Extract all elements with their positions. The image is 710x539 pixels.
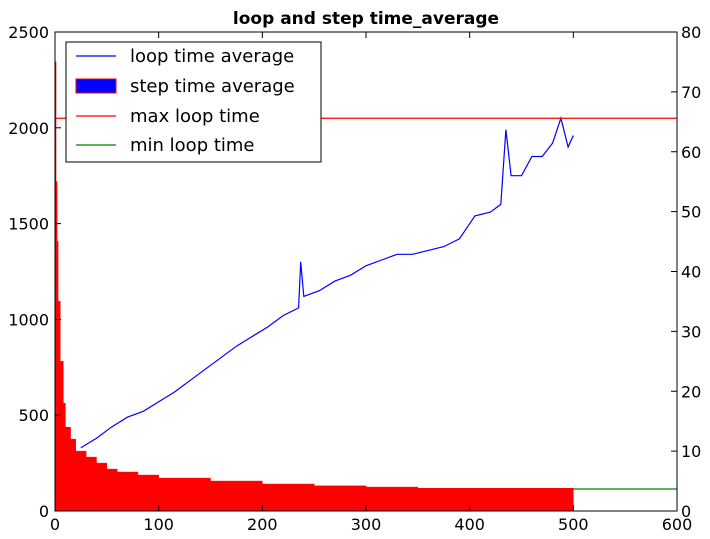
chart-title: loop and step time_average — [233, 9, 499, 29]
bar-step-time-average — [365, 486, 419, 512]
bar-step-time-average — [63, 402, 66, 512]
x-tick-label: 100 — [143, 515, 174, 534]
bar-step-time-average — [116, 471, 139, 512]
legend-label-max-loop-time: max loop time — [130, 106, 260, 127]
legend: loop time average step time average max … — [65, 41, 322, 163]
bar-step-time-average — [210, 480, 263, 512]
bar-step-time-average — [106, 468, 118, 512]
bar-step-time-average — [75, 450, 87, 512]
axes: 0 100 200 300 400 500 600050010001500200025000… — [8, 23, 701, 534]
bar-step-time-average — [96, 462, 108, 512]
series-loop-time-average — [80, 116, 574, 449]
x-tick-label: 200 — [247, 515, 278, 534]
bar-step-time-average — [469, 487, 522, 512]
bar-step-time-average — [59, 361, 64, 512]
y-left-tick-label: 500 — [18, 406, 49, 425]
y-right-tick-label: 50 — [681, 203, 701, 222]
y-right-tick-label: 60 — [681, 143, 701, 162]
x-tick-label: 500 — [558, 515, 589, 534]
y-left-tick-label: 1000 — [8, 310, 49, 329]
x-tick-label: 300 — [351, 515, 382, 534]
y-left-tick-label: 2500 — [8, 23, 49, 42]
y-right-tick-label: 30 — [681, 322, 701, 341]
x-tick-label: 0 — [50, 515, 60, 534]
bar-step-time-average — [137, 474, 159, 512]
y-left-tick-label: 1500 — [8, 215, 49, 234]
bar-step-time-average — [313, 485, 367, 512]
bar-step-time-average — [57, 301, 61, 512]
x-tick-label: 400 — [454, 515, 485, 534]
bar-step-time-average — [85, 456, 97, 512]
bar-step-time-average — [70, 438, 76, 512]
legend-label-loop-time-average: loop time average — [130, 46, 294, 67]
bar-step-time-average — [158, 477, 211, 512]
bar-step-time-average — [521, 487, 574, 512]
bar-step-time-average — [262, 483, 315, 512]
y-left-tick-label: 2000 — [8, 119, 49, 138]
y-right-tick-label: 20 — [681, 382, 701, 401]
y-right-tick-label: 40 — [681, 263, 701, 282]
bar-step-time-average — [65, 426, 71, 512]
x-tick-label: 600 — [662, 515, 693, 534]
legend-label-min-loop-time: min loop time — [130, 135, 255, 156]
y-right-tick-label: 80 — [681, 23, 701, 42]
y-right-tick-label: 70 — [681, 83, 701, 102]
legend-swatch-step-time-average — [75, 78, 117, 94]
legend-label-step-time-average: step time average — [130, 76, 295, 97]
y-right-tick-label: 0 — [681, 502, 691, 521]
bar-step-time-average — [417, 487, 470, 512]
y-left-tick-label: 0 — [39, 502, 49, 521]
legend-box — [65, 41, 322, 163]
y-right-tick-label: 10 — [681, 442, 701, 461]
